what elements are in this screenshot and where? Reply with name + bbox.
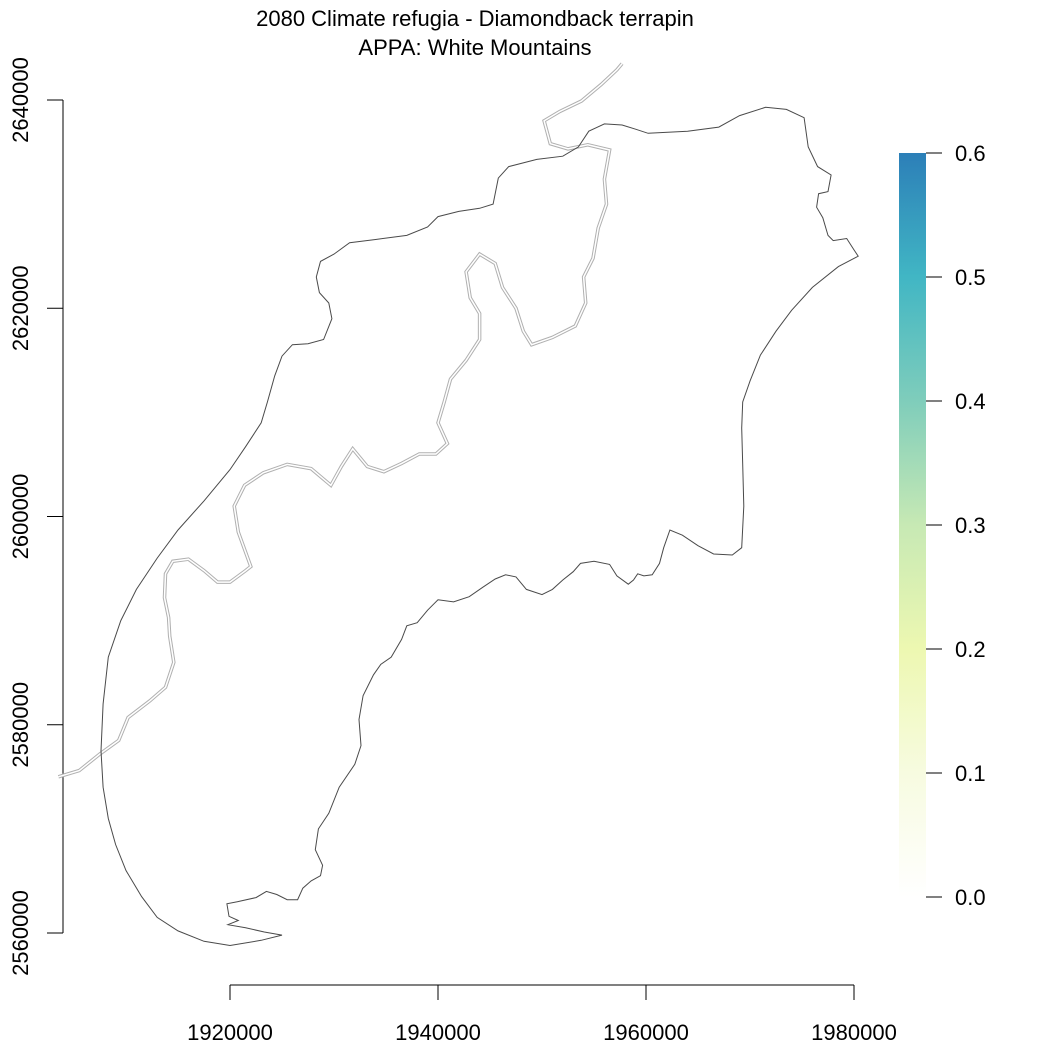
map-title-line2: APPA: White Mountains <box>358 35 591 60</box>
legend-tick-label: 0.1 <box>955 761 986 786</box>
map-features <box>57 62 859 947</box>
legend-colorbar <box>899 153 926 897</box>
legend-tick-label: 0.4 <box>955 389 986 414</box>
legend-tick-label: 0.6 <box>955 141 986 166</box>
boundary-line-inner <box>58 63 623 778</box>
y-tick-label: 2600000 <box>8 474 33 560</box>
y-tick-label: 2580000 <box>8 682 33 768</box>
legend-tick-label: 0.0 <box>955 885 986 910</box>
y-tick-label: 2560000 <box>8 890 33 976</box>
x-tick-label: 1980000 <box>811 1020 897 1045</box>
x-tick-label: 1940000 <box>395 1020 481 1045</box>
legend-tick-label: 0.2 <box>955 637 986 662</box>
appa-boundary <box>100 106 859 947</box>
color-legend: 0.0 0.1 0.2 0.3 0.4 0.5 0.6 <box>899 141 986 910</box>
map-title-line1: 2080 Climate refugia - Diamondback terra… <box>256 6 694 31</box>
legend-tick-label: 0.5 <box>955 265 986 290</box>
x-tick-label: 1960000 <box>603 1020 689 1045</box>
y-tick-label: 2620000 <box>8 265 33 351</box>
legend-tick-label: 0.3 <box>955 513 986 538</box>
x-tick-label: 1920000 <box>187 1020 273 1045</box>
boundary-line-outer <box>57 62 624 779</box>
y-axis: 2560000 2580000 2600000 2620000 2640000 <box>8 57 64 976</box>
y-tick-label: 2640000 <box>8 57 33 143</box>
x-axis: 1920000 1940000 1960000 1980000 <box>187 984 897 1045</box>
